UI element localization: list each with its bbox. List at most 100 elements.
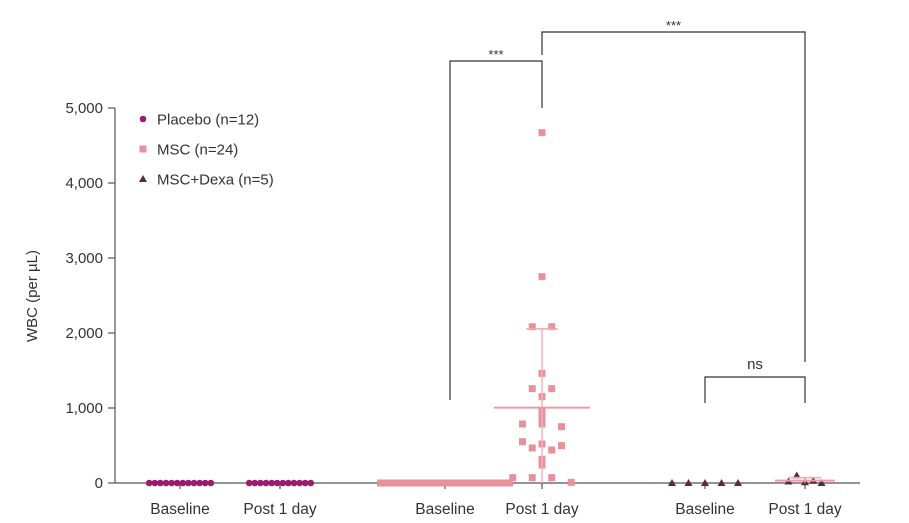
data-point: [388, 479, 396, 487]
group-placebo-post-1-day: [245, 479, 315, 487]
data-point: [301, 479, 309, 487]
data-point: [296, 479, 303, 487]
data-point: [438, 479, 446, 487]
significance-bracket: [541, 31, 806, 362]
data-point: [483, 479, 491, 487]
data-point: [279, 479, 287, 487]
data-point: [519, 438, 526, 446]
y-axis-label: WBC (per µL): [24, 250, 41, 342]
data-point: [185, 479, 192, 487]
data-point: [548, 385, 556, 393]
data-point: [145, 479, 153, 487]
data-point: [528, 385, 536, 393]
data-point: [455, 479, 463, 487]
data-point: [433, 479, 441, 487]
data-point: [201, 479, 209, 487]
y-tick-label: 0: [95, 475, 103, 492]
group-msc-dexa-post-1-day: [775, 471, 835, 486]
data-point: [519, 420, 526, 428]
significance-label: ***: [666, 18, 681, 33]
data-point: [548, 474, 556, 482]
data-point: [245, 479, 253, 487]
data-point: [528, 444, 536, 452]
data-point: [290, 479, 298, 487]
data-point: [538, 129, 546, 137]
data-point: [179, 479, 187, 487]
data-point: [382, 479, 390, 487]
y-tick-label: 3,000: [65, 250, 103, 267]
data-point: [466, 479, 474, 487]
data-point: [538, 273, 546, 281]
data-point: [307, 479, 315, 487]
data-point: [548, 323, 556, 331]
x-tick-label: Post 1 day: [768, 501, 841, 518]
data-point: [500, 479, 508, 487]
data-point: [567, 478, 575, 486]
data-point: [196, 479, 203, 487]
data-point: [405, 479, 413, 487]
significance-label: ***: [488, 47, 503, 62]
data-point: [548, 446, 556, 454]
data-point: [157, 479, 164, 487]
y-tick-label: 5,000: [65, 100, 103, 117]
significance-label: ns: [747, 356, 763, 373]
data-point: [505, 479, 513, 487]
data-point: [494, 479, 502, 487]
data-point: [461, 479, 469, 487]
data-point: [444, 479, 452, 487]
significance-brackets: *** *** ns: [449, 18, 806, 403]
legend-label: MSC (n=24): [157, 142, 238, 159]
group-msc-baseline: [377, 479, 513, 487]
data-point: [477, 479, 485, 487]
x-tick-label: Baseline: [675, 501, 734, 518]
data-point: [817, 479, 826, 486]
data-point: [190, 479, 198, 487]
data-point: [528, 474, 536, 482]
data-point: [472, 479, 480, 487]
data-point: [421, 479, 429, 487]
data-point: [251, 479, 259, 487]
data-point: [257, 479, 264, 487]
data-point: [262, 479, 270, 487]
data-point: [792, 471, 801, 479]
data-point: [285, 479, 292, 487]
data-point: [684, 479, 693, 486]
data-point: [273, 479, 281, 487]
data-point: [509, 474, 517, 482]
data-point: [668, 479, 676, 486]
data-point: [399, 479, 407, 487]
group-msc-dexa-baseline: [668, 479, 742, 486]
x-tick-label: Post 1 day: [243, 501, 316, 518]
y-tick-label: 1,000: [65, 400, 103, 417]
data-point: [701, 479, 709, 486]
data-point: [558, 423, 565, 431]
group-msc-post-1-day: [494, 129, 590, 486]
legend-label: MSC+Dexa (n=5): [157, 172, 274, 189]
data-points: [145, 129, 835, 487]
data-point: [449, 479, 457, 487]
group-placebo-baseline: [145, 479, 215, 487]
data-point: [410, 479, 418, 487]
legend-marker-square: [139, 145, 147, 153]
significance-bracket: [449, 60, 543, 400]
data-point: [162, 479, 170, 487]
data-point: [734, 479, 742, 486]
data-point: [173, 479, 181, 487]
x-tick-label: Baseline: [415, 501, 474, 518]
x-tick-label: Post 1 day: [505, 501, 578, 518]
legend: Placebo (n=12) MSC (n=24) MSC+Dexa (n=5): [139, 112, 274, 189]
data-point: [528, 323, 536, 331]
data-point: [207, 479, 215, 487]
legend-marker-triangle: [139, 175, 147, 182]
data-point: [558, 442, 565, 450]
data-point: [393, 479, 401, 487]
legend-marker-circle: [139, 115, 147, 123]
data-point: [717, 479, 726, 486]
data-point: [377, 479, 385, 487]
data-point: [168, 479, 175, 487]
legend-label: Placebo (n=12): [157, 112, 259, 129]
axes: 0 1,000 2,000 3,000 4,000 5,000 WBC (per µL) Ba…: [24, 100, 860, 518]
data-point: [416, 479, 424, 487]
data-point: [427, 479, 435, 487]
y-tick-label: 4,000: [65, 175, 103, 192]
